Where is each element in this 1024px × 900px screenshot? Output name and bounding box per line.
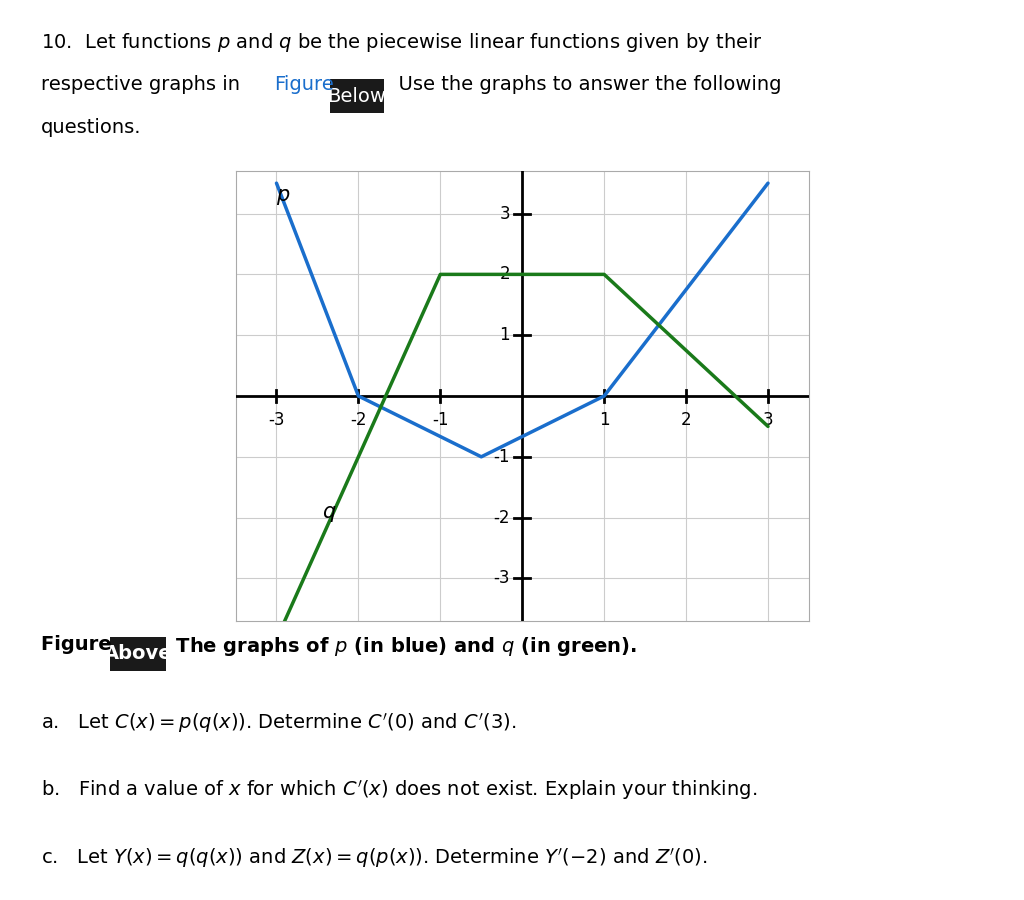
Text: -2: -2: [350, 411, 367, 429]
Text: c.   Let $Y(x) = q(q(x))$ and $Z(x) = q(p(x))$. Determine $Y'(-2)$ and $Z'(0)$.: c. Let $Y(x) = q(q(x))$ and $Z(x) = q(p(…: [41, 846, 708, 870]
Text: 3: 3: [763, 411, 773, 429]
Text: Figure: Figure: [41, 634, 119, 653]
Text: -1: -1: [494, 448, 510, 466]
Text: -2: -2: [494, 508, 510, 526]
Text: 2: 2: [500, 266, 510, 284]
Text: a.   Let $C(x) = p(q(x))$. Determine $C'(0)$ and $C'(3)$.: a. Let $C(x) = p(q(x))$. Determine $C'(0…: [41, 711, 516, 735]
Text: b.   Find a value of $x$ for which $C'(x)$ does not exist. Explain your thinking: b. Find a value of $x$ for which $C'(x)$…: [41, 778, 757, 803]
Text: 1: 1: [599, 411, 609, 429]
Text: Figure: Figure: [274, 75, 334, 94]
Text: $q$: $q$: [322, 504, 336, 524]
Text: 10.  Let functions $p$ and $q$ be the piecewise linear functions given by their: 10. Let functions $p$ and $q$ be the pie…: [41, 32, 763, 55]
Text: $p$: $p$: [276, 187, 291, 207]
Text: Above: Above: [103, 644, 172, 663]
Text: 3: 3: [500, 204, 510, 222]
Text: 1: 1: [500, 326, 510, 344]
Text: -1: -1: [432, 411, 449, 429]
Text: questions.: questions.: [41, 118, 141, 137]
Text: Below: Below: [328, 86, 386, 106]
Text: 2: 2: [681, 411, 691, 429]
Text: respective graphs in: respective graphs in: [41, 75, 246, 94]
Text: -3: -3: [268, 411, 285, 429]
Text: -3: -3: [494, 570, 510, 588]
Text: Use the graphs to answer the following: Use the graphs to answer the following: [386, 75, 781, 94]
Text: The graphs of $p$ (in blue) and $q$ (in green).: The graphs of $p$ (in blue) and $q$ (in …: [169, 634, 637, 658]
